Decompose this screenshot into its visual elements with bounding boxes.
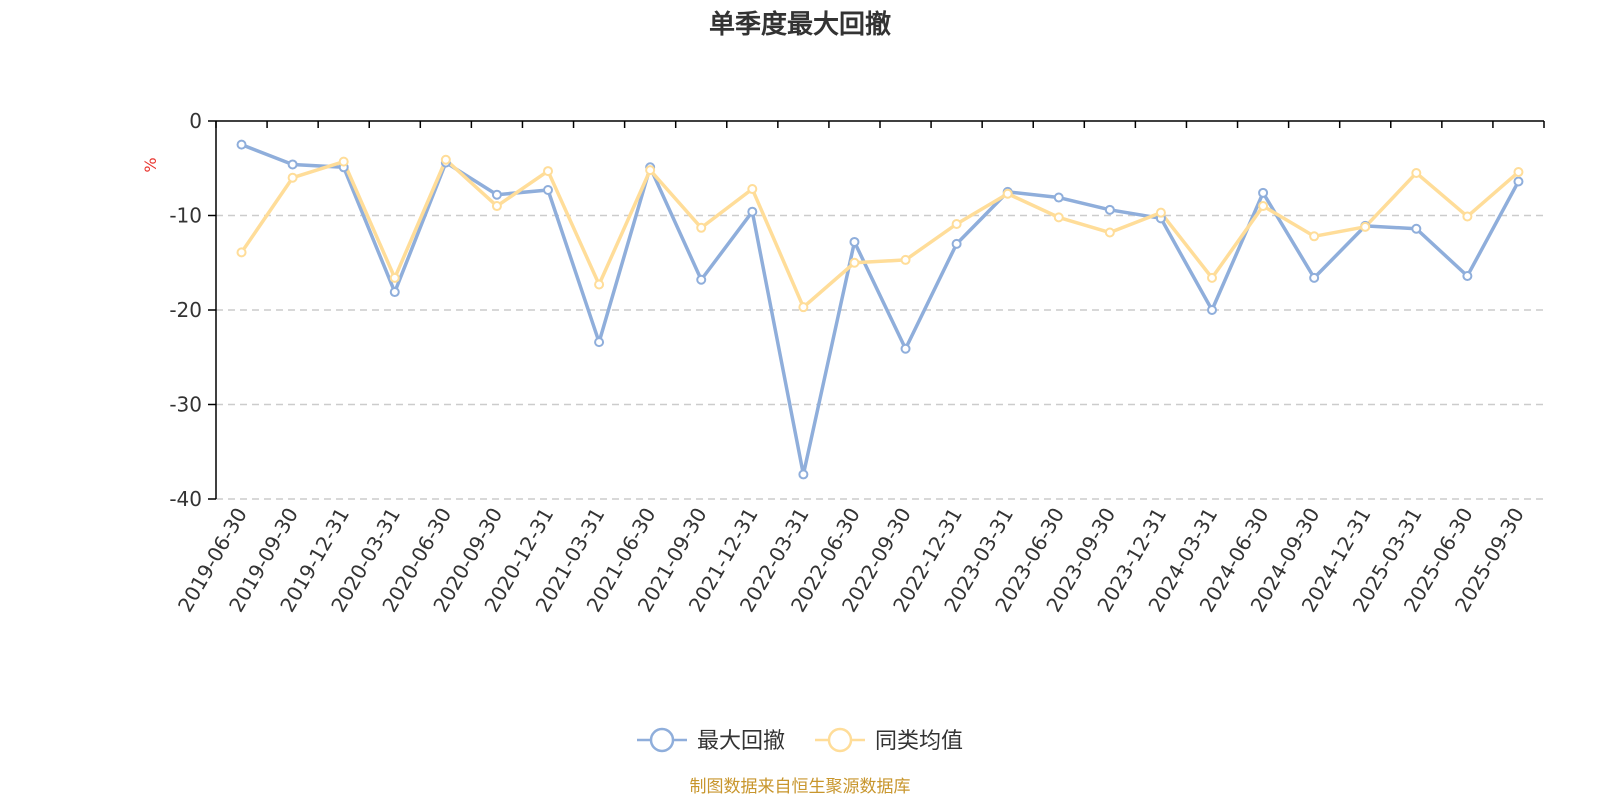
source-note: 制图数据来自恒生聚源数据库 — [690, 777, 911, 797]
legend-marker-icon[interactable] — [649, 727, 675, 753]
data-point-max-drawdown[interactable] — [287, 159, 298, 170]
chart-title: 单季度最大回撤 — [709, 9, 891, 40]
data-point-max-drawdown[interactable] — [1309, 272, 1320, 283]
data-point-max-drawdown[interactable] — [951, 238, 962, 249]
data-point-peer-average[interactable] — [747, 184, 758, 195]
data-point-max-drawdown[interactable] — [849, 236, 860, 247]
y-tick-label: -20 — [169, 298, 202, 322]
y-tick-label: -10 — [169, 204, 202, 228]
data-point-peer-average[interactable] — [287, 172, 298, 183]
data-point-peer-average[interactable] — [696, 222, 707, 233]
legend: 最大回撤 同类均值 — [637, 727, 963, 754]
data-point-peer-average[interactable] — [338, 156, 349, 167]
data-point-max-drawdown[interactable] — [389, 287, 400, 298]
data-point-max-drawdown[interactable] — [543, 184, 553, 195]
data-point-peer-average[interactable] — [491, 201, 502, 212]
y-tick-label: 0 — [189, 109, 202, 133]
data-point-peer-average[interactable] — [900, 254, 911, 265]
data-point-peer-average[interactable] — [1309, 231, 1320, 242]
data-point-peer-average[interactable] — [594, 279, 605, 290]
data-point-max-drawdown[interactable] — [1207, 305, 1217, 315]
data-point-max-drawdown[interactable] — [696, 274, 707, 285]
y-tick-label: -40 — [169, 487, 202, 511]
data-point-max-drawdown[interactable] — [1513, 176, 1524, 187]
data-point-peer-average[interactable] — [1207, 272, 1217, 283]
data-point-max-drawdown[interactable] — [236, 139, 247, 150]
data-point-max-drawdown[interactable] — [1258, 187, 1269, 198]
data-point-peer-average[interactable] — [1155, 207, 1166, 218]
data-point-peer-average[interactable] — [236, 247, 247, 258]
data-point-max-drawdown[interactable] — [1462, 270, 1473, 281]
data-point-max-drawdown[interactable] — [491, 189, 502, 200]
axes: 0-10-20-30-402019-06-302019-09-302019-12… — [169, 109, 1545, 616]
data-point-max-drawdown[interactable] — [798, 469, 809, 480]
legend-marker-icon[interactable] — [827, 727, 853, 753]
data-point-peer-average[interactable] — [440, 154, 451, 165]
data-point-peer-average[interactable] — [1104, 227, 1115, 238]
data-point-max-drawdown[interactable] — [747, 206, 758, 217]
data-point-peer-average[interactable] — [951, 219, 962, 230]
data-point-peer-average[interactable] — [1002, 188, 1013, 199]
data-point-peer-average[interactable] — [543, 166, 553, 177]
data-point-peer-average[interactable] — [1053, 212, 1064, 223]
legend-label[interactable]: 最大回撤 — [697, 729, 785, 754]
data-point-peer-average[interactable] — [1513, 167, 1524, 178]
data-point-peer-average[interactable] — [1360, 221, 1371, 232]
data-point-peer-average[interactable] — [389, 272, 400, 283]
data-point-peer-average[interactable] — [1411, 167, 1422, 178]
data-point-max-drawdown[interactable] — [1104, 204, 1115, 215]
data-point-peer-average[interactable] — [645, 165, 656, 176]
data-point-peer-average[interactable] — [798, 302, 809, 313]
data-point-max-drawdown[interactable] — [594, 337, 605, 348]
y-axis-unit: % — [141, 157, 160, 172]
data-point-peer-average[interactable] — [1258, 201, 1269, 212]
data-point-peer-average[interactable] — [849, 257, 860, 268]
data-point-max-drawdown[interactable] — [1411, 223, 1422, 234]
y-tick-label: -30 — [169, 393, 202, 417]
series-line-peer-average — [240, 157, 1520, 309]
grid-lines — [216, 214, 1544, 500]
data-point-peer-average[interactable] — [1462, 211, 1473, 222]
data-point-max-drawdown[interactable] — [1053, 192, 1064, 203]
series-layer — [236, 139, 1524, 480]
legend-label[interactable]: 同类均值 — [875, 729, 963, 754]
data-point-max-drawdown[interactable] — [900, 343, 911, 354]
